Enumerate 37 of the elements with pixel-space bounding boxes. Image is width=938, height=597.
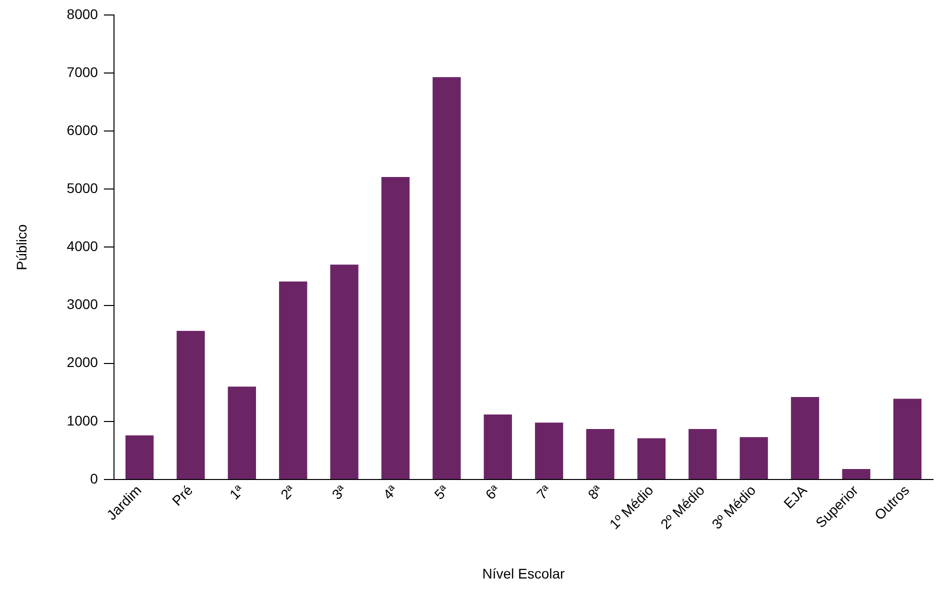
- bar: [688, 428, 717, 479]
- bar: [279, 282, 308, 479]
- x-tick-label: 2ª: [277, 481, 299, 502]
- bar: [790, 397, 820, 479]
- y-tick-label: 6000: [66, 122, 98, 138]
- bar: [484, 414, 512, 479]
- y-tick-label: 4000: [66, 238, 98, 254]
- bar: [176, 330, 205, 479]
- x-tick-label: EJA: [780, 482, 810, 512]
- x-tick-label: 1ª: [226, 481, 248, 502]
- y-axis-title: Público: [13, 224, 30, 270]
- x-tick-label: 5ª: [431, 481, 452, 502]
- bar: [637, 438, 666, 479]
- bar: [842, 469, 870, 479]
- y-tick-label: 8000: [66, 6, 98, 22]
- x-tick-label: 6ª: [482, 481, 504, 502]
- bar: [381, 176, 410, 479]
- y-tick-label: 7000: [66, 64, 98, 80]
- y-tick-label: 3000: [66, 296, 98, 312]
- bar: [534, 422, 564, 479]
- x-axis-title: Nível Escolar: [482, 565, 566, 582]
- bar: [228, 386, 256, 479]
- x-tick-label: 4ª: [380, 481, 401, 502]
- x-tick-label: 8ª: [584, 481, 606, 502]
- x-tick-label: 3ª: [328, 481, 350, 502]
- bar: [586, 428, 614, 479]
- bar: [330, 264, 358, 479]
- bar: [893, 398, 922, 479]
- y-tick-label: 1000: [66, 412, 98, 428]
- y-tick-label: 2000: [66, 354, 98, 370]
- bar: [125, 435, 154, 479]
- bar: [740, 437, 768, 479]
- bar: [432, 77, 461, 479]
- x-tick-label: Pré: [168, 482, 196, 509]
- x-tick-label: 7ª: [533, 481, 554, 502]
- y-tick-label: 0: [90, 470, 98, 486]
- y-tick-label: 5000: [66, 180, 98, 196]
